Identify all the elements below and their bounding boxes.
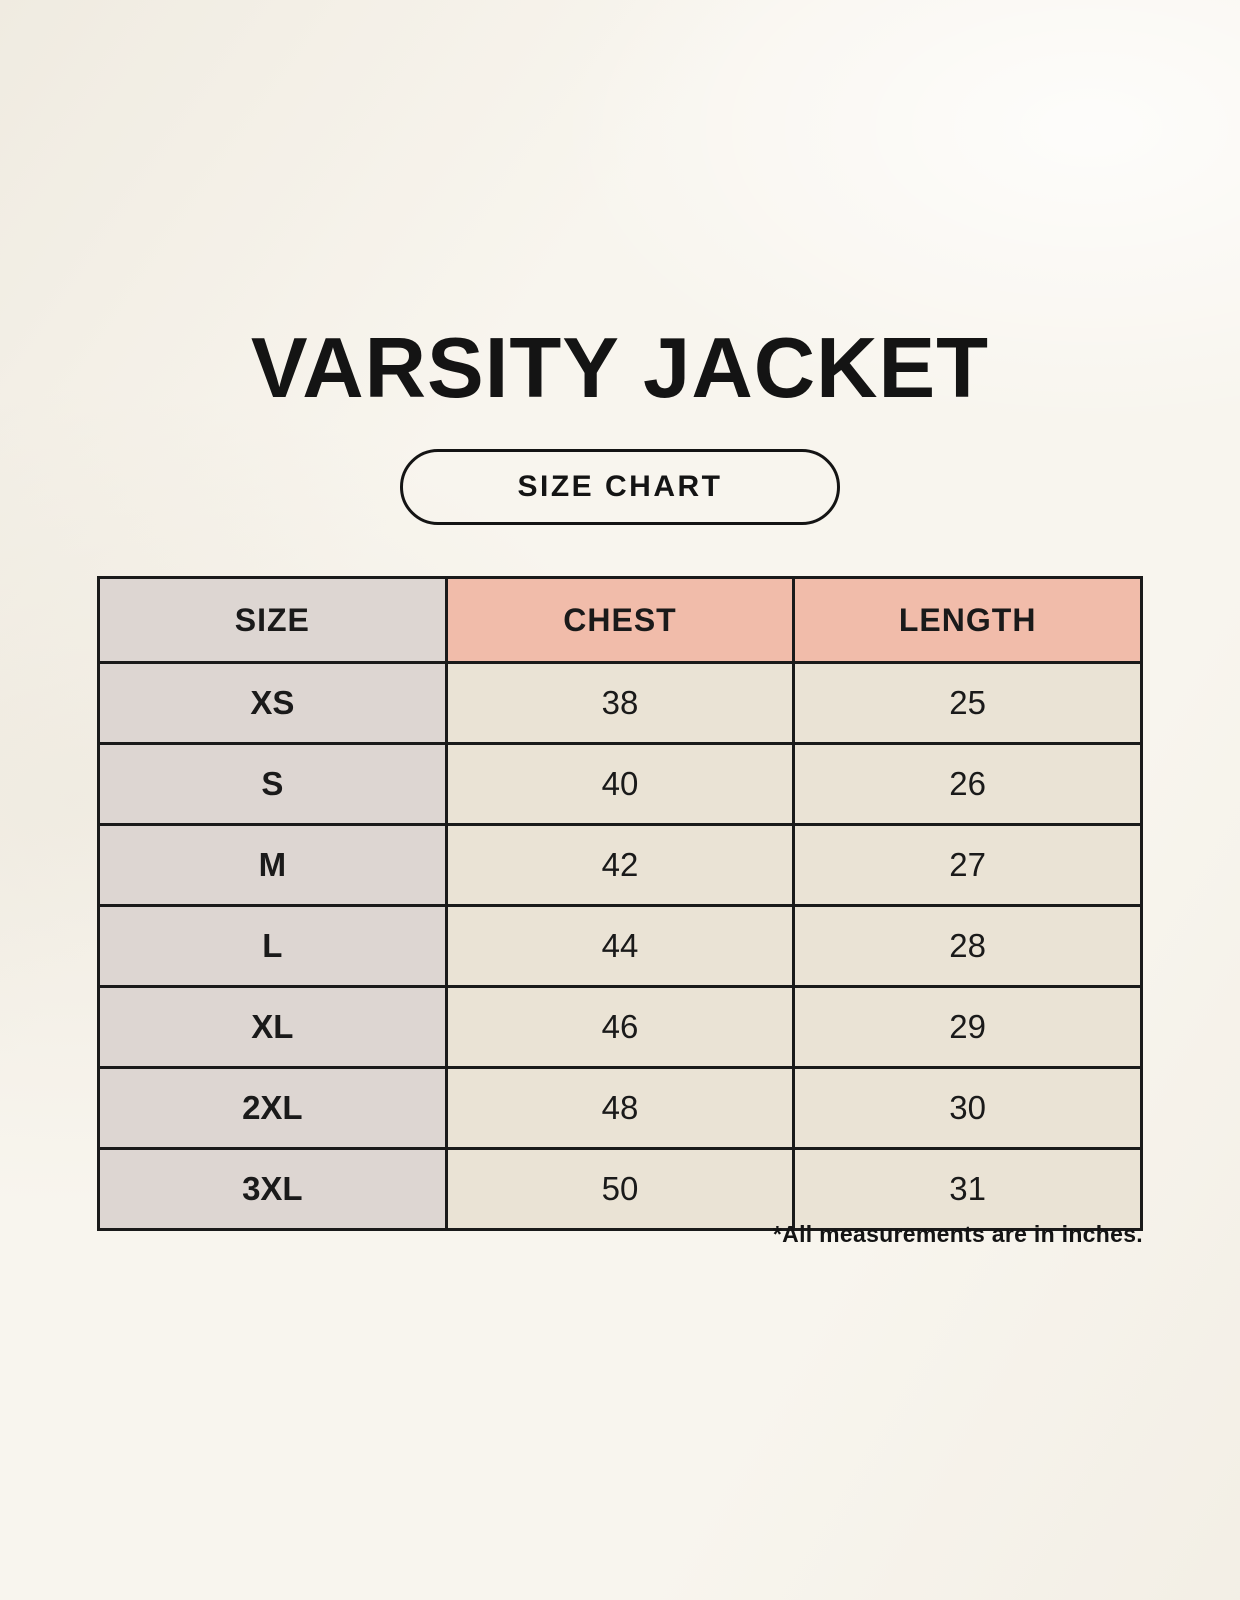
size-chart-badge-label: SIZE CHART	[517, 470, 723, 503]
size-label: L	[97, 904, 448, 988]
size-label: M	[97, 823, 448, 907]
size-label: XS	[97, 661, 448, 745]
column-header-chest: CHEST	[444, 576, 796, 664]
measurement-value: 44	[444, 904, 796, 988]
measurement-value: 40	[444, 742, 796, 826]
measurement-value: 46	[444, 985, 796, 1069]
table-row-s: S 40 26	[97, 742, 1143, 826]
size-chart-table-body: XS 38 25 S 40 26 M 42 27 L 44 28 XL 46 29 2XL 48 30 3XL 50 3…	[97, 661, 1143, 1231]
measurement-value: 28	[792, 904, 1143, 988]
measurement-value: 42	[444, 823, 796, 907]
measurement-value: 50	[444, 1147, 796, 1231]
measurement-value: 48	[444, 1066, 796, 1150]
measurement-value: 27	[792, 823, 1143, 907]
size-chart-table-header: SIZE CHEST LENGTH	[97, 576, 1143, 664]
table-row-3xl: 3XL 50 31	[97, 1147, 1143, 1231]
size-label: 3XL	[97, 1147, 448, 1231]
size-chart-badge: SIZE CHART	[400, 449, 840, 525]
table-row-m: M 42 27	[97, 823, 1143, 907]
measurement-value: 30	[792, 1066, 1143, 1150]
measurement-value: 31	[792, 1147, 1143, 1231]
header-row: SIZE CHEST LENGTH	[97, 576, 1143, 664]
measurement-value: 26	[792, 742, 1143, 826]
size-label: XL	[97, 985, 448, 1069]
measurement-value: 25	[792, 661, 1143, 745]
column-header-size: SIZE	[97, 576, 448, 664]
page-title: VARSITY JACKET	[250, 321, 990, 416]
table-row-xl: XL 46 29	[97, 985, 1143, 1069]
table-row-2xl: 2XL 48 30	[97, 1066, 1143, 1150]
measurement-value: 38	[444, 661, 796, 745]
size-label: 2XL	[97, 1066, 448, 1150]
column-header-length: LENGTH	[792, 576, 1143, 664]
size-label: S	[97, 742, 448, 826]
measurements-footnote: *All measurements are in inches.	[772, 1221, 1143, 1247]
table-row-l: L 44 28	[97, 904, 1143, 988]
measurement-value: 29	[792, 985, 1143, 1069]
size-chart-table: SIZE CHEST LENGTH XS 38 25 S 40 26 M 42 27 L 44 28 XL 4…	[97, 576, 1143, 1231]
table-row-xs: XS 38 25	[97, 661, 1143, 745]
